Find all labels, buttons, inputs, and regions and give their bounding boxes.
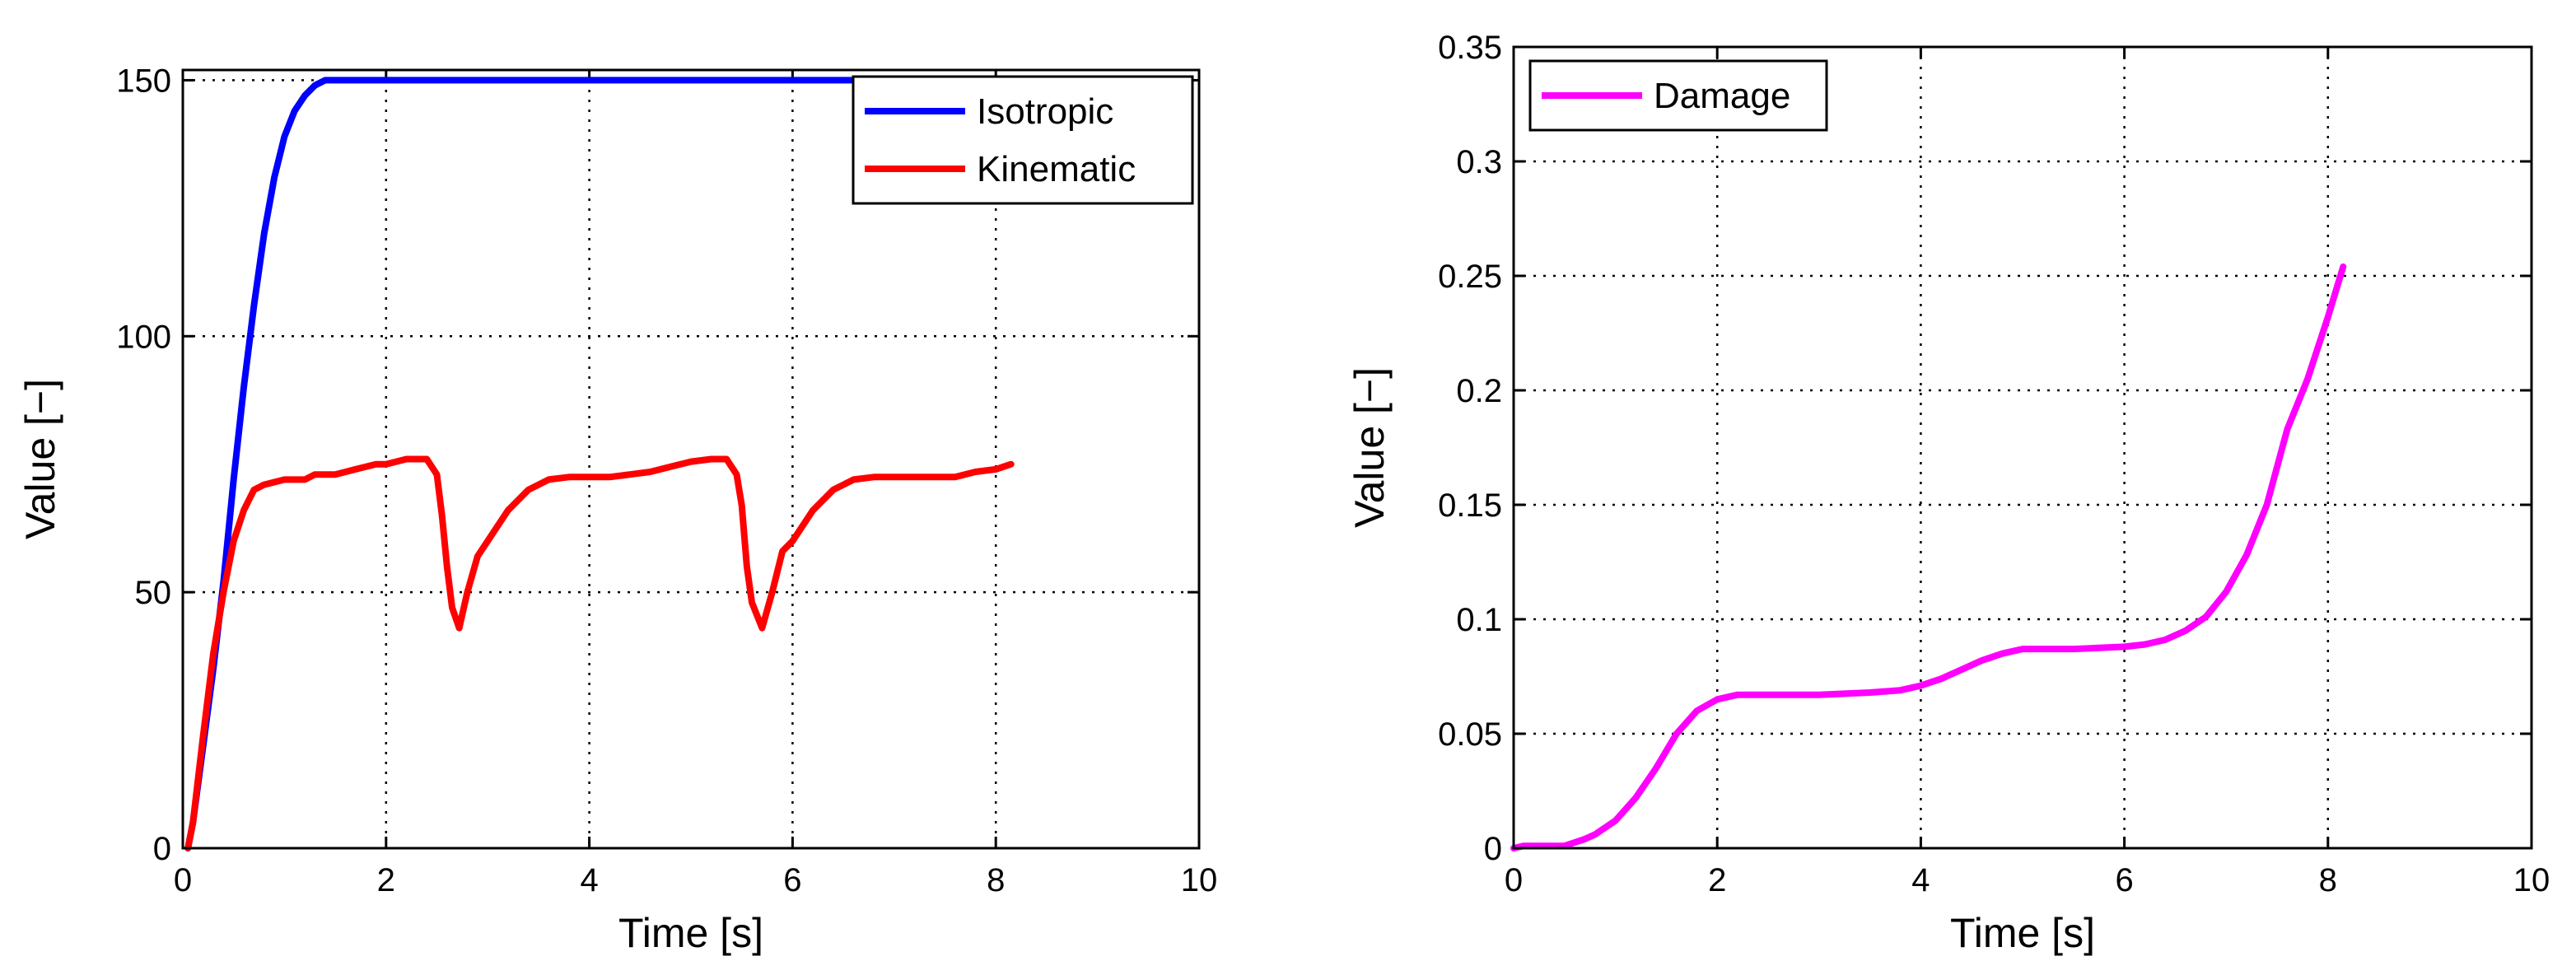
x-axis-label: Time [s]: [618, 910, 763, 956]
y-tick-label: 0.1: [1456, 602, 1502, 638]
legend-box: [852, 75, 1194, 205]
y-tick-label: 0.2: [1456, 373, 1502, 409]
plot-area-frame: [1512, 45, 2533, 850]
plot-area-frame: [181, 68, 1201, 850]
legend: Isotropic Kinematic: [852, 75, 1194, 205]
series-line-kinematic: [184, 455, 1015, 851]
x-tick-label: 2: [1708, 862, 1726, 898]
legend-label-damage: Damage: [1654, 76, 1790, 116]
series-line-damage: [1510, 263, 2347, 851]
x-axis-label: Time [s]: [1950, 910, 2095, 956]
x-tick-label: 8: [987, 862, 1005, 898]
x-tick-label: 6: [2115, 862, 2133, 898]
y-tick-label: 0.15: [1438, 488, 1502, 524]
legend: Damage: [1528, 59, 1828, 132]
y-axis-label: Value [−]: [1346, 367, 1393, 528]
x-tick-label: 4: [580, 862, 598, 898]
x-tick-label: 4: [1911, 862, 1930, 898]
y-tick-label: 0.35: [1438, 30, 1502, 66]
y-axis-label: Value [−]: [17, 379, 63, 539]
y-tick-label: 50: [135, 575, 172, 611]
y-tick-label: 0: [1484, 831, 1502, 867]
x-tick-label: 8: [2319, 862, 2337, 898]
y-tick-label: 0.05: [1438, 716, 1502, 753]
x-tick-label: 0: [1505, 862, 1523, 898]
y-tick-label: 0.25: [1438, 259, 1502, 295]
x-tick-label: 2: [377, 862, 395, 898]
y-tick-label: 0: [153, 831, 171, 867]
legend-label-isotropic: Isotropic: [977, 91, 1113, 132]
chart-damage: 0 2 4 6 8 10 0 0.05 0.1 0.15 0.2 0.25 0.3 0.35 Time [s…: [1346, 30, 2550, 956]
x-tick-label: 10: [1181, 862, 1218, 898]
x-tick-label: 10: [2513, 862, 2550, 898]
legend-label-kinematic: Kinematic: [977, 149, 1136, 189]
x-tick-label: 6: [783, 862, 801, 898]
y-tick-label: 0.3: [1456, 144, 1502, 180]
y-tick-label: 150: [116, 63, 171, 99]
x-tick-label: 0: [174, 862, 192, 898]
y-tick-label: 100: [116, 319, 171, 355]
